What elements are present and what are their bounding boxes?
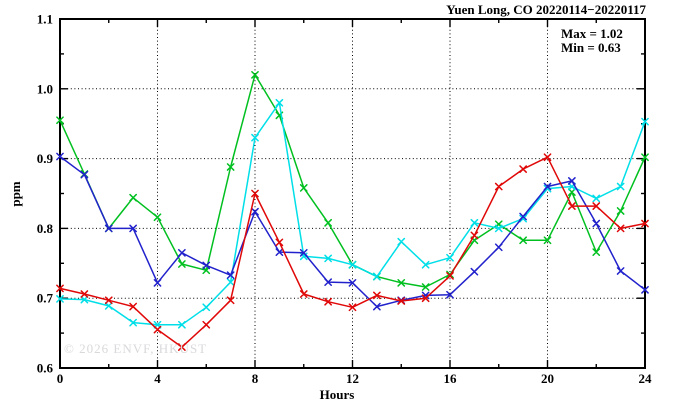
x-tick-label: 8 — [252, 371, 259, 386]
y-tick-label: 0.9 — [37, 151, 54, 166]
series-cyan-markers — [56, 98, 649, 329]
min-value-label: Min = 0.63 — [561, 39, 621, 55]
y-tick-label: 1.1 — [37, 12, 53, 27]
y-tick-label: 0.8 — [37, 221, 54, 236]
x-tick-label: 0 — [57, 371, 64, 386]
x-tick-label: 24 — [639, 371, 653, 386]
x-tick-label: 12 — [346, 371, 359, 386]
y-axis-label: ppm — [8, 181, 23, 207]
y-tick-label: 0.6 — [37, 361, 54, 376]
series-red-markers — [56, 153, 649, 351]
x-tick-label: 16 — [444, 371, 458, 386]
x-tick-label: 4 — [154, 371, 161, 386]
x-tick-label: 20 — [541, 371, 554, 386]
x-axis-label: Hours — [319, 387, 355, 402]
series-green-line — [59, 74, 646, 288]
series-blue-markers — [56, 152, 649, 311]
y-tick-label: 0.7 — [37, 291, 54, 306]
watermark: © 2026 ENVF, HKUST — [64, 341, 208, 356]
chart-title: Yuen Long, CO 20220114−20220117 — [446, 2, 646, 17]
max-value-label: Max = 1.02 — [561, 26, 623, 41]
plot-border — [59, 18, 646, 369]
y-tick-label: 1.0 — [37, 81, 53, 96]
stats-annotation: Max = 1.02 Min = 0.63 — [561, 27, 623, 54]
